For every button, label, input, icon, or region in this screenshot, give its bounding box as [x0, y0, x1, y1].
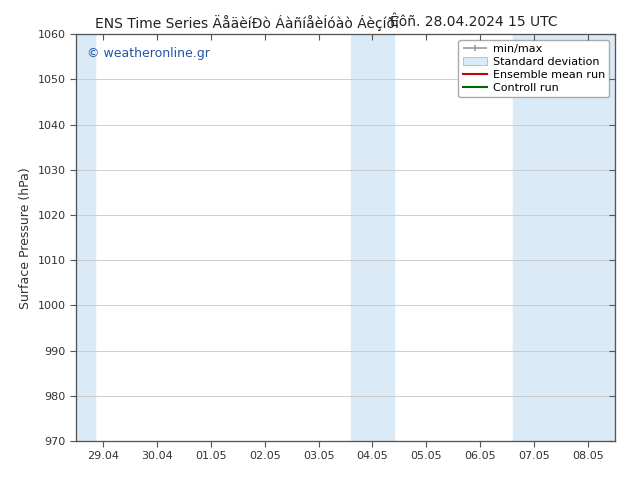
Bar: [76, 34, 95, 441]
Text: Êôñ. 28.04.2024 15 UTC: Êôñ. 28.04.2024 15 UTC: [391, 15, 558, 29]
Text: ENS Time Series ÄåäèíÐò ÁàñíåèÍóàò Áèçíðí: ENS Time Series ÄåäèíÐò ÁàñíåèÍóàò Áèçíð…: [95, 15, 399, 31]
Bar: [351, 34, 394, 441]
Text: © weatheronline.gr: © weatheronline.gr: [87, 47, 210, 59]
Legend: min/max, Standard deviation, Ensemble mean run, Controll run: min/max, Standard deviation, Ensemble me…: [458, 40, 609, 97]
Bar: [512, 34, 615, 441]
Y-axis label: Surface Pressure (hPa): Surface Pressure (hPa): [19, 167, 32, 309]
